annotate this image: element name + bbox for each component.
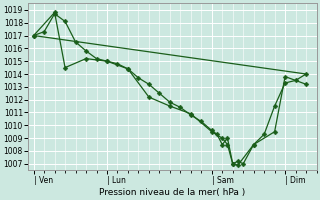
X-axis label: Pression niveau de la mer( hPa ): Pression niveau de la mer( hPa ) xyxy=(99,188,245,197)
